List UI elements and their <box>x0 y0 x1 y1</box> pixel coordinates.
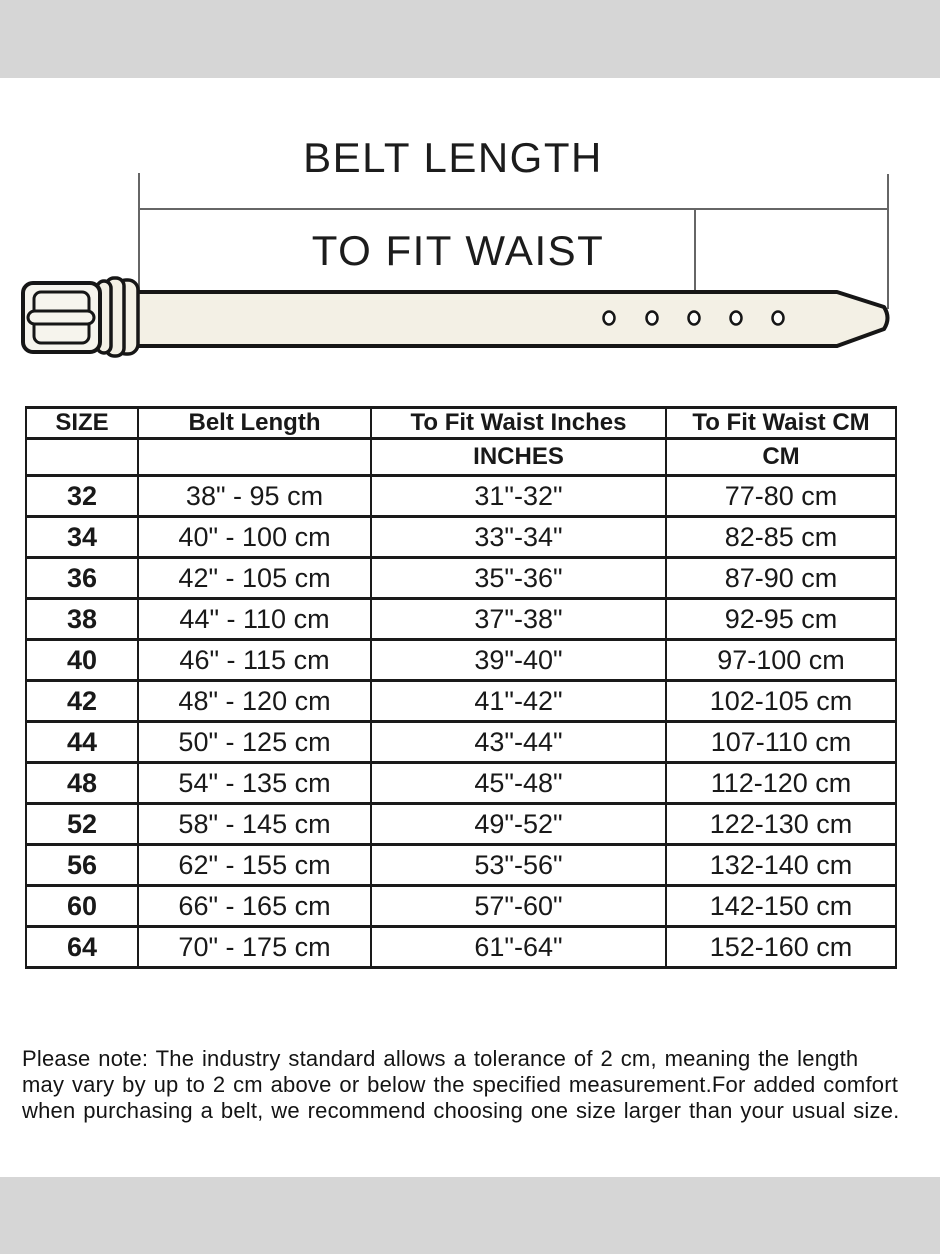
waist-inches-cell: 39"-40" <box>370 638 667 682</box>
waist-cm-cell: 87-90 cm <box>665 556 897 600</box>
size-cell: 64 <box>25 925 139 969</box>
waist-cm-cell: 77-80 cm <box>665 474 897 518</box>
waist-cm-cell: 152-160 cm <box>665 925 897 969</box>
size-cell: 60 <box>25 884 139 928</box>
belt-length-cell: 48" - 120 cm <box>137 679 372 723</box>
belt-length-cell: 66" - 165 cm <box>137 884 372 928</box>
belt-length-cell: 42" - 105 cm <box>137 556 372 600</box>
table-row: 42 48" - 120 cm 41"-42" 102-105 cm <box>25 679 897 723</box>
buckle-prong <box>26 309 96 326</box>
belt-length-cell: 46" - 115 cm <box>137 638 372 682</box>
bottom-gray-band <box>0 1177 940 1254</box>
belt-hole <box>771 310 785 326</box>
belt-length-cell: 58" - 145 cm <box>137 802 372 846</box>
header-size: SIZE <box>25 406 139 440</box>
waist-inches-cell: 49"-52" <box>370 802 667 846</box>
size-cell: 34 <box>25 515 139 559</box>
table-unit-row: INCHES CM <box>25 437 897 477</box>
belt-keeper <box>95 276 140 358</box>
table-row: 38 44" - 110 cm 37"-38" 92-95 cm <box>25 597 897 641</box>
waist-cm-cell: 132-140 cm <box>665 843 897 887</box>
belt-illustration <box>21 173 890 358</box>
waist-cm-cell: 112-120 cm <box>665 761 897 805</box>
waist-inches-cell: 31"-32" <box>370 474 667 518</box>
waist-cm-cell: 82-85 cm <box>665 515 897 559</box>
table-body: 32 38" - 95 cm 31"-32" 77-80 cm 34 40" - 100 … <box>25 474 897 969</box>
header-belt-length: Belt Length <box>137 406 372 440</box>
size-cell: 56 <box>25 843 139 887</box>
waist-inches-cell: 53"-56" <box>370 843 667 887</box>
belt-length-title: BELT LENGTH <box>303 134 603 181</box>
waist-inches-cell: 35"-36" <box>370 556 667 600</box>
waist-inches-cell: 45"-48" <box>370 761 667 805</box>
belt-hole <box>687 310 701 326</box>
table-row: 44 50" - 125 cm 43"-44" 107-110 cm <box>25 720 897 764</box>
belt-hole <box>729 310 743 326</box>
belt-length-cell: 62" - 155 cm <box>137 843 372 887</box>
waist-cm-cell: 97-100 cm <box>665 638 897 682</box>
table-row: 52 58" - 145 cm 49"-52" 122-130 cm <box>25 802 897 846</box>
waist-inches-cell: 61"-64" <box>370 925 667 969</box>
header-waist-cm: To Fit Waist CM <box>665 406 897 440</box>
table-row: 34 40" - 100 cm 33"-34" 82-85 cm <box>25 515 897 559</box>
belt-length-cell: 40" - 100 cm <box>137 515 372 559</box>
size-cell: 48 <box>25 761 139 805</box>
belt-hole <box>602 310 616 326</box>
tolerance-note: Please note: The industry standard allow… <box>22 1046 900 1123</box>
waist-inches-cell: 57"-60" <box>370 884 667 928</box>
belt-length-cell: 54" - 135 cm <box>137 761 372 805</box>
unit-empty <box>137 437 372 477</box>
top-gray-band <box>0 0 940 78</box>
table-row: 40 46" - 115 cm 39"-40" 97-100 cm <box>25 638 897 682</box>
size-cell: 44 <box>25 720 139 764</box>
table-row: 60 66" - 165 cm 57"-60" 142-150 cm <box>25 884 897 928</box>
belt-length-cell: 38" - 95 cm <box>137 474 372 518</box>
size-cell: 40 <box>25 638 139 682</box>
waist-cm-cell: 107-110 cm <box>665 720 897 764</box>
unit-empty <box>25 437 139 477</box>
size-cell: 42 <box>25 679 139 723</box>
to-fit-waist-label: TO FIT WAIST <box>311 227 605 274</box>
belt-length-cell: 50" - 125 cm <box>137 720 372 764</box>
belt-buckle <box>21 281 102 354</box>
waist-cm-cell: 122-130 cm <box>665 802 897 846</box>
waist-cm-cell: 92-95 cm <box>665 597 897 641</box>
waist-inches-cell: 33"-34" <box>370 515 667 559</box>
waist-inches-cell: 37"-38" <box>370 597 667 641</box>
size-cell: 32 <box>25 474 139 518</box>
size-cell: 36 <box>25 556 139 600</box>
table-row: 32 38" - 95 cm 31"-32" 77-80 cm <box>25 474 897 518</box>
waist-inches-cell: 43"-44" <box>370 720 667 764</box>
size-cell: 52 <box>25 802 139 846</box>
unit-cm: CM <box>665 437 897 477</box>
belt-strap <box>133 290 890 348</box>
size-cell: 38 <box>25 597 139 641</box>
table-header-row: SIZE Belt Length To Fit Waist Inches To … <box>25 406 897 440</box>
waist-cm-cell: 102-105 cm <box>665 679 897 723</box>
unit-inches: INCHES <box>370 437 667 477</box>
size-table: SIZE Belt Length To Fit Waist Inches To … <box>25 406 897 969</box>
table-row: 64 70" - 175 cm 61"-64" 152-160 cm <box>25 925 897 969</box>
waist-inches-cell: 41"-42" <box>370 679 667 723</box>
belt-holes <box>602 310 785 326</box>
table-row: 48 54" - 135 cm 45"-48" 112-120 cm <box>25 761 897 805</box>
belt-hole <box>645 310 659 326</box>
belt-length-cell: 44" - 110 cm <box>137 597 372 641</box>
waist-cm-cell: 142-150 cm <box>665 884 897 928</box>
belt-length-cell: 70" - 175 cm <box>137 925 372 969</box>
header-waist-inches: To Fit Waist Inches <box>370 406 667 440</box>
table-row: 36 42" - 105 cm 35"-36" 87-90 cm <box>25 556 897 600</box>
table-row: 56 62" - 155 cm 53"-56" 132-140 cm <box>25 843 897 887</box>
